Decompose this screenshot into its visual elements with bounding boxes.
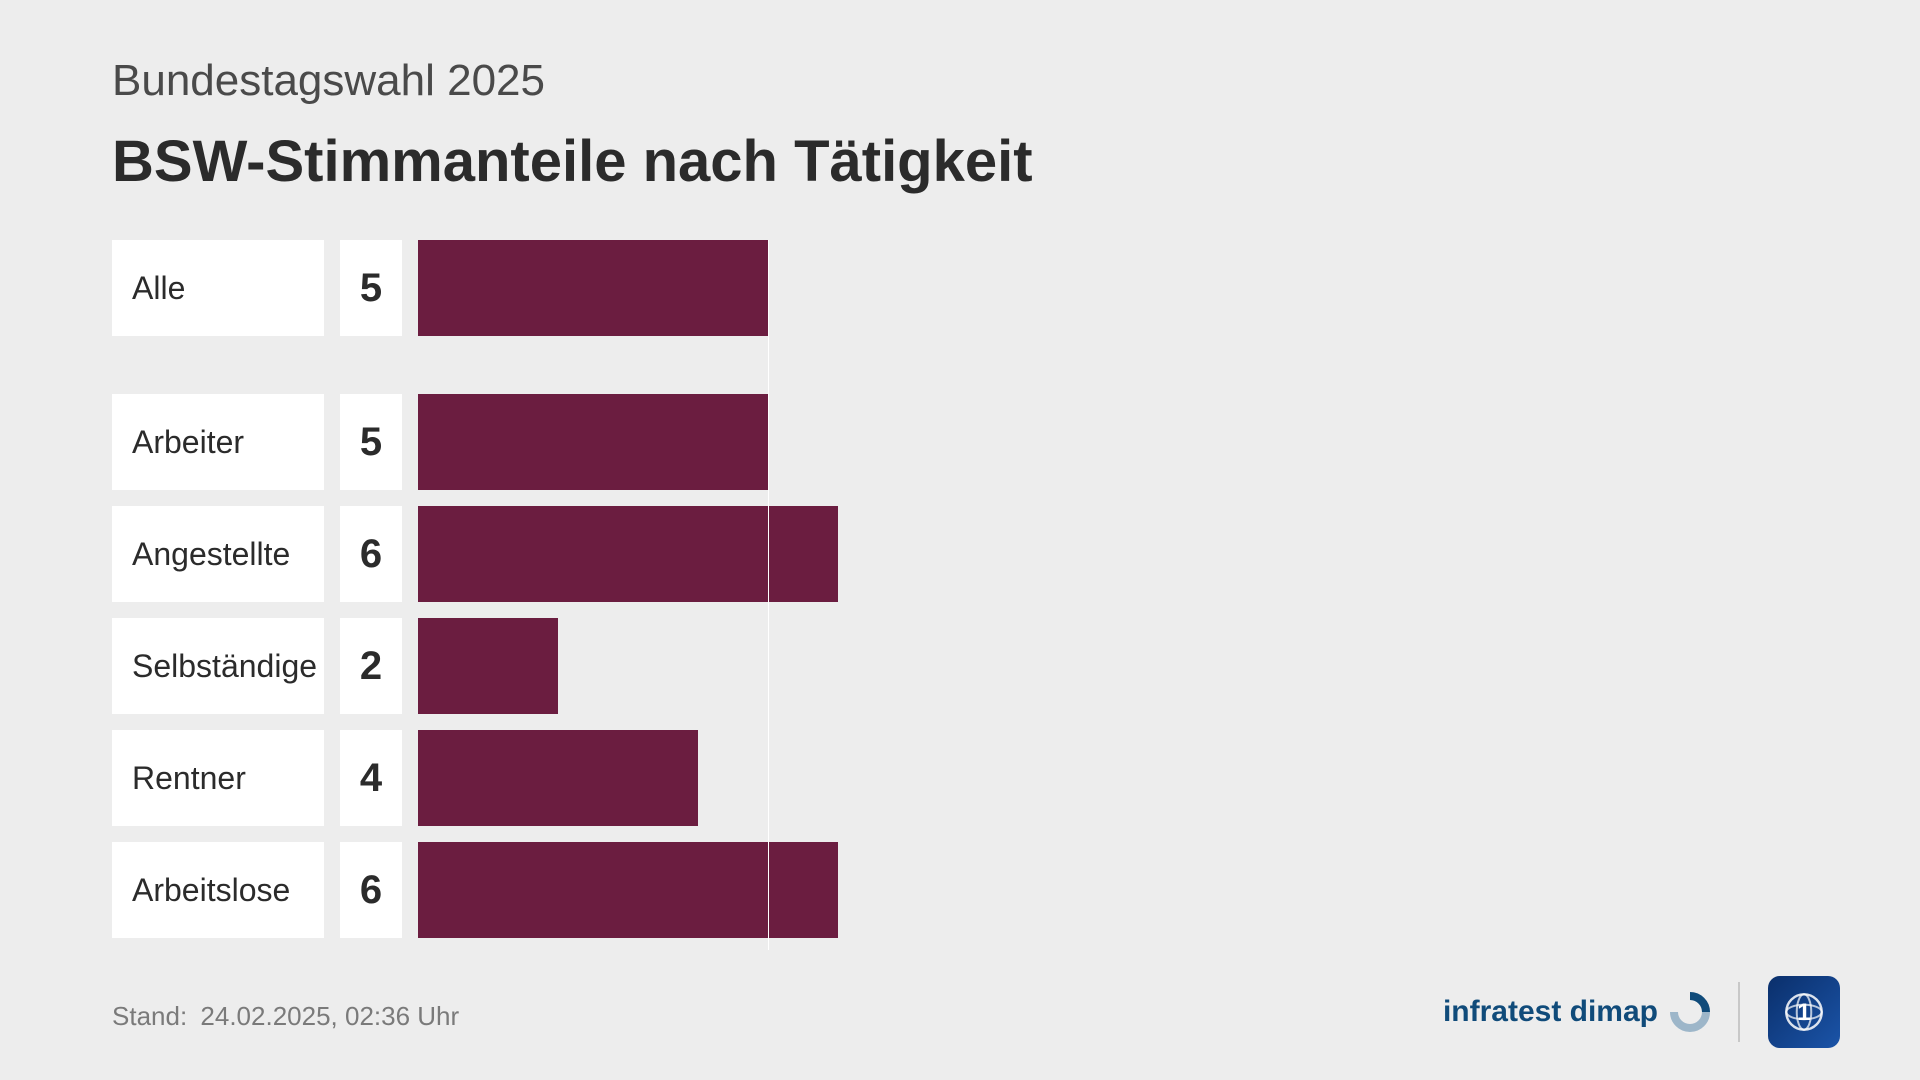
bar-area <box>418 618 1618 714</box>
row-value: 4 <box>340 730 402 826</box>
bar-area <box>418 730 1618 826</box>
row-value: 5 <box>340 240 402 336</box>
bar <box>418 394 768 490</box>
bar-area <box>418 842 1618 938</box>
bar <box>418 842 838 938</box>
row-label: Arbeiter <box>112 394 324 490</box>
row-label: Arbeitslose <box>112 842 324 938</box>
bar-area <box>418 240 1618 336</box>
bar <box>418 506 838 602</box>
status-timestamp: 24.02.2025, 02:36 Uhr <box>200 1001 459 1031</box>
chart-row: Rentner4 <box>112 730 1618 826</box>
row-label: Rentner <box>112 730 324 826</box>
reference-line <box>768 240 769 950</box>
row-label: Alle <box>112 240 324 336</box>
chart-row: Angestellte6 <box>112 506 1618 602</box>
bar-area <box>418 394 1618 490</box>
data-source: infratest dimap <box>1443 992 1710 1032</box>
chart-row: Arbeiter5 <box>112 394 1618 490</box>
footer-right: infratest dimap 1 <box>1443 976 1840 1048</box>
bar <box>418 618 558 714</box>
svg-text:1: 1 <box>1797 999 1810 1026</box>
status-text: Stand: 24.02.2025, 02:36 Uhr <box>112 1001 459 1032</box>
row-value: 5 <box>340 394 402 490</box>
row-value: 2 <box>340 618 402 714</box>
ard-1-globe-icon: 1 <box>1775 983 1833 1041</box>
bar-area <box>418 506 1618 602</box>
broadcaster-logo: 1 <box>1768 976 1840 1048</box>
status-label: Stand: <box>112 1001 187 1031</box>
source-name: infratest dimap <box>1443 995 1658 1029</box>
row-value: 6 <box>340 506 402 602</box>
chart-title: BSW-Stimmanteile nach Tätigkeit <box>112 128 1033 195</box>
bar <box>418 730 698 826</box>
chart-row: Arbeitslose6 <box>112 842 1618 938</box>
bar-chart: Alle5Arbeiter5Angestellte6Selbständige2R… <box>112 240 1618 954</box>
row-label: Selbständige <box>112 618 324 714</box>
row-label: Angestellte <box>112 506 324 602</box>
half-circle-icon <box>1670 992 1710 1032</box>
chart-row: Alle5 <box>112 240 1618 336</box>
row-value: 6 <box>340 842 402 938</box>
chart-row: Selbständige2 <box>112 618 1618 714</box>
footer-divider <box>1738 982 1740 1042</box>
pretitle: Bundestagswahl 2025 <box>112 56 545 106</box>
bar <box>418 240 768 336</box>
